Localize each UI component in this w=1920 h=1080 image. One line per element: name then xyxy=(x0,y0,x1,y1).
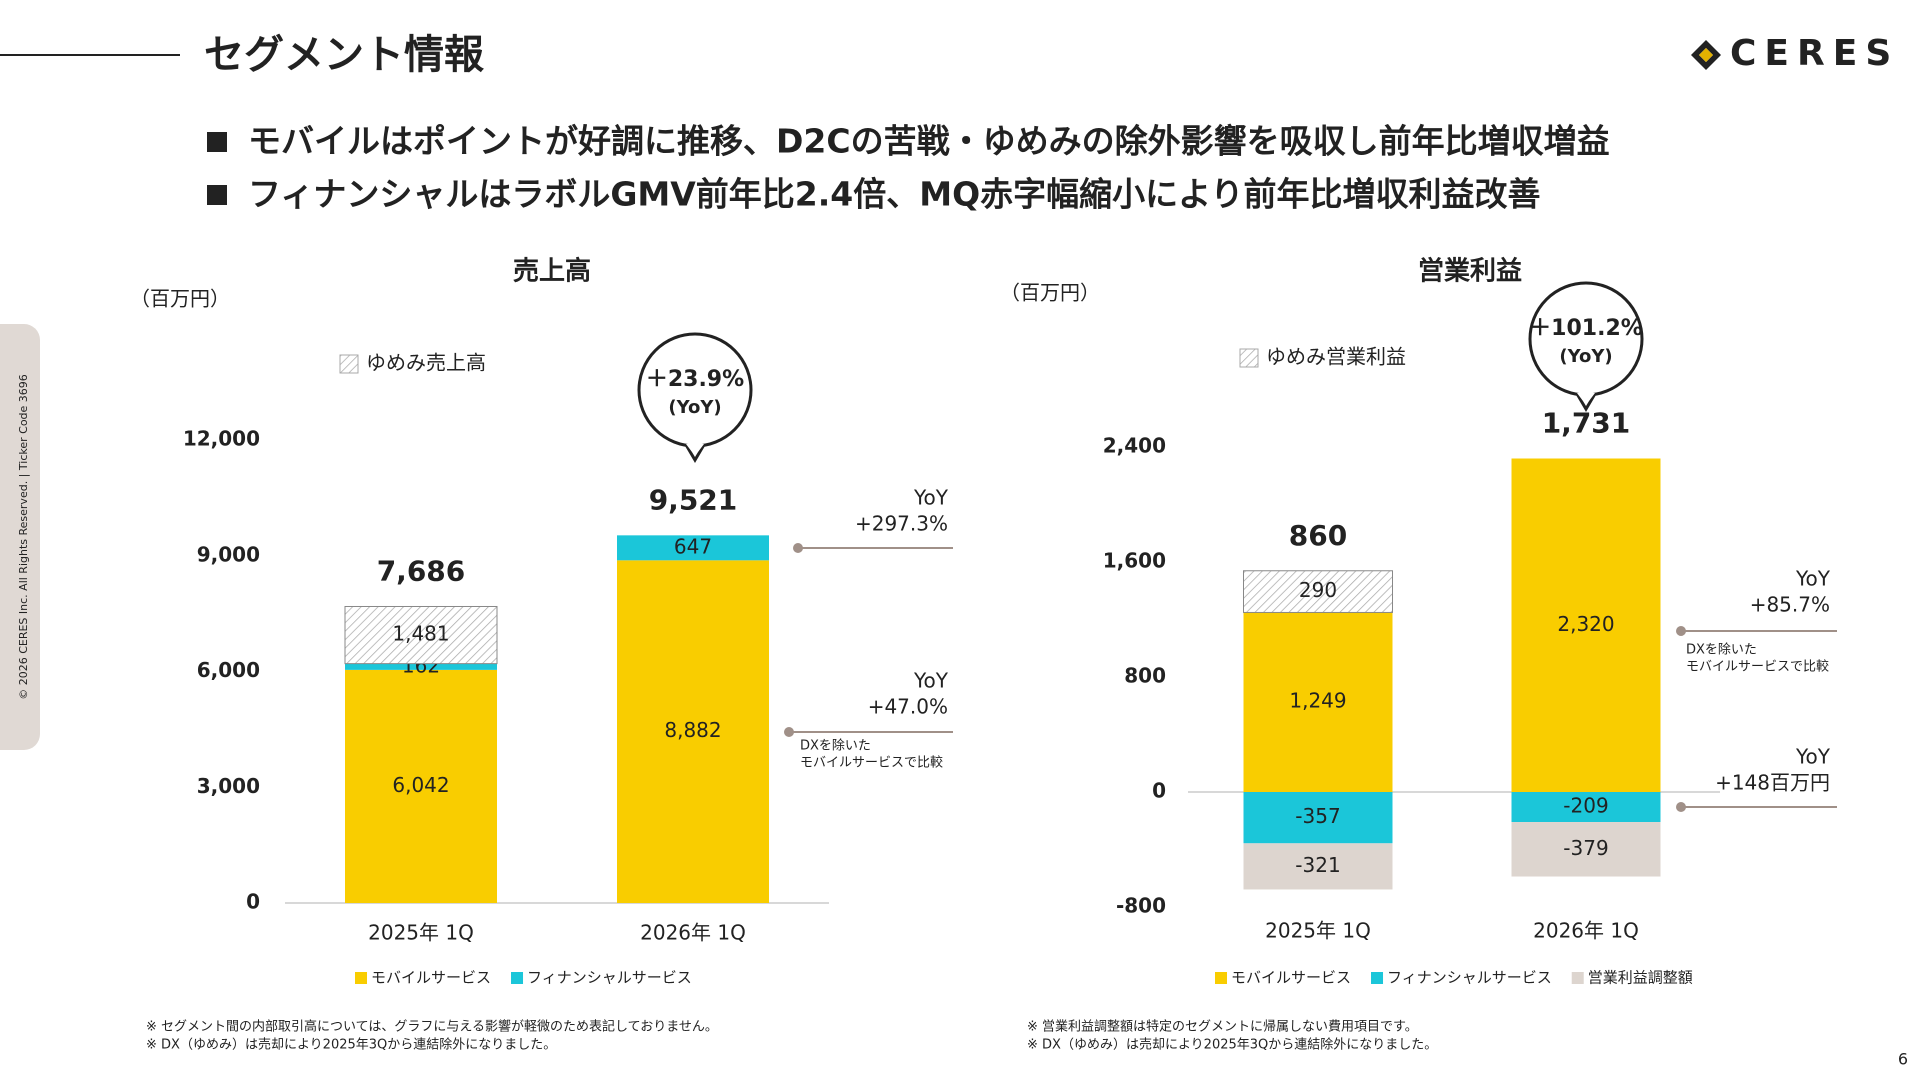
total-label: 1,731 xyxy=(1542,407,1631,440)
legend-swatch xyxy=(1571,972,1584,984)
bar-segment xyxy=(617,560,769,903)
logo-text: CERES xyxy=(1730,33,1899,74)
legend-swatch xyxy=(355,972,367,984)
callout-note: モバイルサービスで比較 xyxy=(800,756,943,771)
data-label: 6,042 xyxy=(392,773,449,797)
bubble-text: (YoY) xyxy=(668,397,721,418)
bar-segment xyxy=(1243,792,1393,844)
x-tick-label: 2025年 1Q xyxy=(368,921,474,945)
y-tick-label: 0 xyxy=(1152,779,1166,803)
copyright: © 2026 CERES Inc. All Rights Reserved. |… xyxy=(17,374,30,700)
y-tick-label: -800 xyxy=(1116,894,1166,918)
callout-label: YoY xyxy=(913,669,949,693)
data-label: 8,882 xyxy=(664,718,721,742)
callout-value: +148百万円 xyxy=(1715,771,1830,795)
legend-label: ゆめみ営業利益 xyxy=(1266,345,1406,369)
legend-label: ゆめみ売上高 xyxy=(366,351,486,375)
callout-label: YoY xyxy=(1795,567,1831,591)
legend-label: 営業利益調整額 xyxy=(1588,969,1693,987)
legend-label: フィナンシャルサービス xyxy=(527,969,692,987)
callout-note: モバイルサービスで比較 xyxy=(1686,660,1829,675)
callout-note: DXを除いた xyxy=(1686,643,1757,658)
callout-dot xyxy=(1676,802,1686,812)
data-label: -379 xyxy=(1563,836,1608,860)
logo: CERES xyxy=(1691,33,1899,74)
bubble xyxy=(686,444,704,456)
callout-dot xyxy=(784,727,794,737)
bar-segment xyxy=(1243,570,1393,613)
data-label: 2,320 xyxy=(1557,612,1614,636)
legend-swatch xyxy=(1215,972,1227,984)
y-tick-label: 1,600 xyxy=(1103,549,1166,573)
footnote: ※ DX（ゆめみ）は売却により2025年3Qから連結除外になりました。 xyxy=(1027,1037,1437,1053)
footnote: ※ セグメント間の内部取引高については、グラフに与える影響が軽微のため表記してお… xyxy=(146,1019,718,1035)
callout-label: YoY xyxy=(913,486,949,510)
bullet: フィナンシャルはラボルGMV前年比2.4倍、MQ赤字幅縮小により前年比増収利益改… xyxy=(248,175,1541,214)
total-label: 7,686 xyxy=(377,554,466,587)
y-tick-label: 3,000 xyxy=(197,774,260,798)
data-label: 1,481 xyxy=(392,622,449,646)
x-tick-label: 2026年 1Q xyxy=(1533,919,1639,943)
total-label: 9,521 xyxy=(649,483,738,516)
unit-label: （百万円） xyxy=(1000,281,1100,305)
chart-title: 売上高 xyxy=(513,256,591,287)
y-tick-label: 6,000 xyxy=(197,658,260,682)
data-label: 290 xyxy=(1299,578,1337,602)
bar-segment xyxy=(617,535,769,561)
footnote: ※ DX（ゆめみ）は売却により2025年3Qから連結除外になりました。 xyxy=(146,1037,556,1053)
bubble xyxy=(1577,393,1595,405)
legend-swatch xyxy=(1371,972,1384,984)
bar-segment xyxy=(1511,822,1661,877)
y-tick-label: 800 xyxy=(1124,664,1166,688)
footnote: ※ 営業利益調整額は特定のセグメントに帰属しない費用項目です。 xyxy=(1027,1019,1418,1035)
callout-value: +47.0% xyxy=(868,695,948,719)
legend-swatch xyxy=(339,354,359,374)
bullet-marker xyxy=(207,132,227,152)
y-tick-label: 2,400 xyxy=(1103,434,1166,458)
bar-segment xyxy=(1243,843,1393,890)
data-label: 647 xyxy=(674,534,712,558)
callout-dot xyxy=(1676,626,1686,636)
x-tick-label: 2025年 1Q xyxy=(1265,919,1371,943)
callout-note: DXを除いた xyxy=(800,739,871,754)
y-tick-label: 9,000 xyxy=(197,542,260,566)
data-label: -357 xyxy=(1295,804,1340,828)
callout-label: YoY xyxy=(1795,745,1831,769)
bullet-marker xyxy=(207,185,227,205)
bar-segment xyxy=(344,605,498,665)
bar-segment xyxy=(1511,458,1661,792)
chart-title: 営業利益 xyxy=(1418,257,1522,287)
bubble-text: (YoY) xyxy=(1559,346,1612,367)
copyright-tab xyxy=(0,324,40,750)
legend-label: モバイルサービス xyxy=(1231,969,1351,987)
page-number: 6 xyxy=(1898,1050,1908,1069)
bar-segment xyxy=(345,663,497,670)
bullet: モバイルはポイントが好調に推移、D2Cの苦戦・ゆめみの除外影響を吸収し前年比増収… xyxy=(248,122,1610,161)
y-tick-label: 12,000 xyxy=(183,427,260,451)
data-label: -209 xyxy=(1563,794,1608,818)
callout-value: +85.7% xyxy=(1750,593,1830,617)
bubble-text: ＋23.9% xyxy=(646,367,744,392)
bubble-text: ＋101.2% xyxy=(1529,316,1643,341)
data-label: -321 xyxy=(1295,853,1340,877)
callout-dot xyxy=(793,543,803,553)
total-label: 860 xyxy=(1289,519,1347,552)
legend-label: モバイルサービス xyxy=(371,969,491,987)
legend-swatch xyxy=(511,972,524,984)
bar-segment xyxy=(1243,612,1393,792)
legend-swatch xyxy=(1239,348,1259,368)
bar-segment xyxy=(1511,792,1661,823)
unit-label: （百万円） xyxy=(130,287,230,311)
callout-value: +297.3% xyxy=(855,512,948,536)
y-tick-label: 0 xyxy=(246,890,260,914)
x-tick-label: 2026年 1Q xyxy=(640,921,746,945)
legend-label: フィナンシャルサービス xyxy=(1387,969,1552,987)
bar-segment xyxy=(345,669,497,903)
slide-title: セグメント情報 xyxy=(204,32,484,78)
data-label: 1,249 xyxy=(1289,689,1346,713)
